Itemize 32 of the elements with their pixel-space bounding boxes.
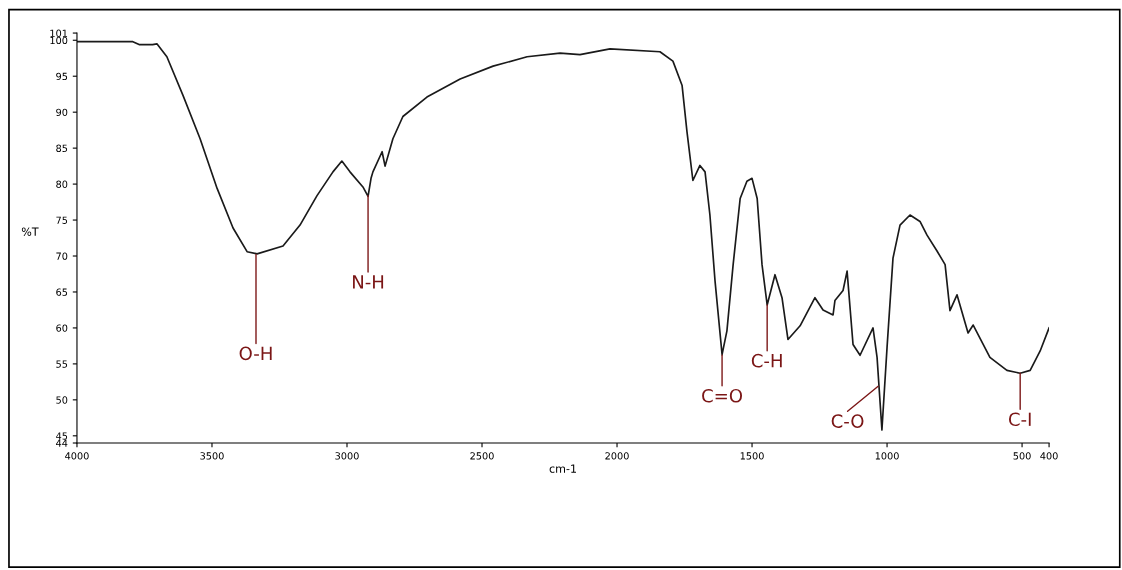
y-axis-title: %T xyxy=(21,227,39,236)
y-tick-label: 75 xyxy=(56,216,68,224)
y-tick-label: 60 xyxy=(56,324,68,332)
annotation: C-O xyxy=(831,414,864,428)
x-tick-label: 1500 xyxy=(740,452,764,460)
x-axis-title: cm-1 xyxy=(549,464,576,473)
y-tick-label: 80 xyxy=(56,180,68,188)
x-tick-label: 2500 xyxy=(470,452,494,460)
y-tick-label: 95 xyxy=(56,72,68,81)
y-tick-label: 100 xyxy=(50,36,68,45)
line-series xyxy=(76,40,1050,431)
x-tick-label: 500 xyxy=(1013,452,1031,460)
y-tick-label: 50 xyxy=(56,396,68,404)
annotation: C-H xyxy=(751,353,782,368)
annotation: C-I xyxy=(1008,412,1031,427)
x-tick-label: 3000 xyxy=(335,452,359,460)
y-tick-label: 55 xyxy=(56,360,68,368)
y-tick-label: 85 xyxy=(56,144,68,152)
y-tick-label: 90 xyxy=(56,108,68,116)
annotation: N-H xyxy=(353,275,384,289)
y-tick-label: 45 xyxy=(56,432,68,440)
annotation: O-H xyxy=(239,346,272,361)
y-tick-label: 65 xyxy=(56,288,68,296)
annotation: C=O xyxy=(702,388,743,403)
x-tick-label: 400 xyxy=(1040,452,1058,460)
x-tick-label: 3500 xyxy=(200,452,224,460)
y-tick-label: 70 xyxy=(56,252,68,260)
y-tick-label: 44 xyxy=(56,439,68,447)
y-tick-label: 101 xyxy=(50,29,68,37)
x-tick-label: 4000 xyxy=(65,452,89,460)
x-tick-label: 1000 xyxy=(875,452,899,460)
x-tick-label: 2000 xyxy=(605,452,629,460)
